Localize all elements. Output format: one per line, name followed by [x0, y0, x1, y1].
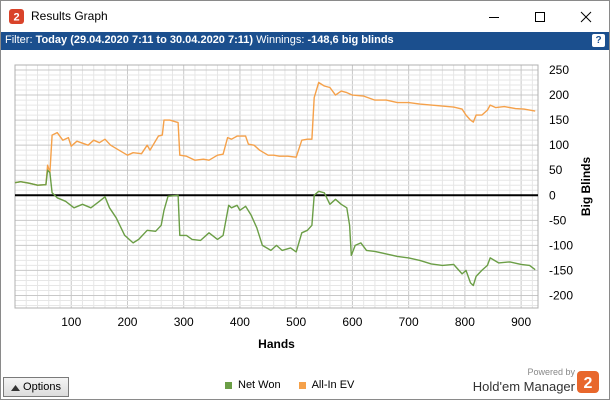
maximize-icon — [535, 11, 545, 22]
legend-label-all-in-ev: All-In EV — [311, 379, 355, 391]
svg-text:2: 2 — [13, 12, 19, 24]
legend: Net Won All-In EV — [225, 379, 354, 391]
brand-logo-icon: 2 — [577, 371, 599, 393]
chart-svg: 100 200 300 400 500 600 700 800 9002502001501005… — [14, 63, 593, 351]
legend-label-net-won: Net Won — [238, 379, 281, 391]
brand-name: Hold'em Manager — [472, 379, 575, 394]
y-tick-label: -200 — [549, 288, 573, 302]
series-line-net-won — [14, 169, 536, 287]
title-bar[interactable]: 2 Results Graph — [1, 1, 609, 32]
x-tick-label: 600 — [342, 315, 362, 329]
x-tick-label: 700 — [399, 315, 419, 329]
x-tick-label: 900 — [511, 315, 531, 329]
help-icon[interactable]: ? — [592, 34, 605, 47]
y-tick-label: 0 — [549, 188, 556, 202]
svg-text:2: 2 — [584, 375, 593, 392]
legend-item-all-in-ev: All-In EV — [298, 379, 355, 391]
filter-bar: Filter: Today (29.04.2020 7:11 to 30.04.… — [1, 32, 609, 50]
y-axis-title: Big Blinds — [579, 157, 593, 217]
close-button[interactable] — [563, 1, 609, 32]
filter-value: Today (29.04.2020 7:11 to 30.04.2020 7:1… — [35, 34, 254, 46]
axis-labels: 100 200 300 400 500 600 700 800 9002502001501005… — [61, 63, 593, 351]
y-tick-label: -50 — [549, 213, 567, 227]
y-tick-label: 100 — [549, 138, 569, 152]
series-group — [14, 81, 536, 287]
options-arrow-icon — [11, 384, 21, 391]
plot-frame — [14, 64, 539, 309]
minimize-button[interactable] — [471, 1, 517, 32]
y-tick-label: 150 — [549, 113, 569, 127]
x-tick-label: 300 — [174, 315, 194, 329]
legend-swatch-net-won — [225, 381, 232, 389]
legend-swatch-all-in-ev — [298, 381, 306, 389]
x-tick-label: 400 — [230, 315, 250, 329]
legend-item-net-won: Net Won — [225, 379, 281, 391]
options-label: Options — [23, 381, 61, 393]
minimize-icon — [489, 16, 499, 18]
x-tick-label: 500 — [286, 315, 306, 329]
x-tick-label: 800 — [455, 315, 475, 329]
winnings-label: Winnings: — [256, 34, 305, 46]
y-tick-label: 50 — [549, 163, 563, 177]
close-icon — [580, 11, 592, 22]
filter-text: Filter: Today (29.04.2020 7:11 to 30.04.… — [5, 34, 394, 46]
axes — [14, 64, 539, 309]
y-tick-label: 250 — [549, 63, 569, 77]
series-line-all-in-ev — [14, 81, 536, 186]
y-tick-label: -150 — [549, 263, 573, 277]
powered-by-text: Powered by — [527, 367, 575, 377]
bottom-bar: Options Net Won All-In EV Powered by Hol… — [1, 367, 609, 399]
window-title: Results Graph — [31, 9, 108, 23]
y-tick-label: -100 — [549, 238, 573, 252]
x-axis-title: Hands — [258, 337, 295, 351]
x-tick-label: 100 — [61, 315, 81, 329]
y-tick-label: 200 — [549, 88, 569, 102]
results-chart: 100 200 300 400 500 600 700 800 900 250 200 150 100 5… — [1, 50, 609, 371]
winnings-value: -148,6 big blinds — [307, 34, 394, 46]
maximize-button[interactable] — [517, 1, 563, 32]
x-tick-label: 200 — [117, 315, 137, 329]
filter-label: Filter: — [5, 34, 33, 46]
brand-block: Powered by Hold'em Manager — [473, 367, 575, 394]
app-logo-icon: 2 — [9, 9, 24, 24]
options-button[interactable]: Options — [3, 377, 69, 397]
